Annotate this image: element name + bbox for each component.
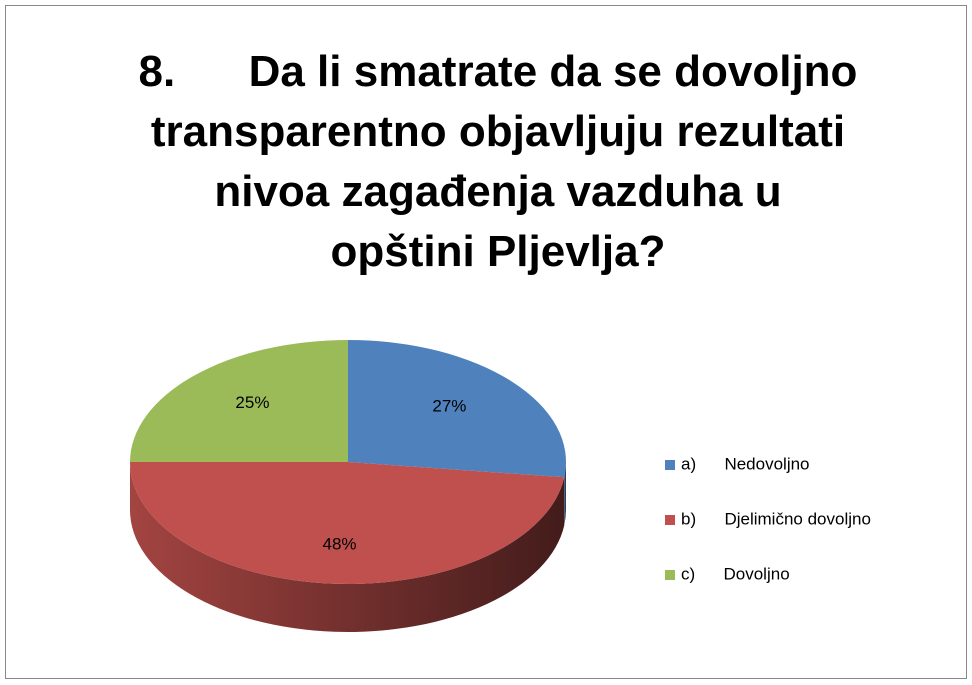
pie-side <box>129 462 565 633</box>
legend-swatch <box>665 570 675 580</box>
legend-label: b) Djelimično dovoljno <box>681 509 871 528</box>
data-label: 25% <box>235 393 269 412</box>
pie-slice <box>348 340 566 478</box>
legend-swatch <box>665 460 675 470</box>
pie-slice <box>130 340 348 462</box>
legend-swatch <box>665 515 675 525</box>
chart-border <box>5 5 967 679</box>
chart-title: 8. Da li smatrate da se dovoljno transpa… <box>138 47 870 276</box>
pie-slice <box>129 462 565 585</box>
legend-label: a) Nedovoljno <box>681 454 810 473</box>
data-label: 27% <box>432 397 466 416</box>
legend-label: c) Dovoljno <box>681 564 790 583</box>
data-label: 48% <box>322 534 356 553</box>
pie-side <box>564 462 566 526</box>
